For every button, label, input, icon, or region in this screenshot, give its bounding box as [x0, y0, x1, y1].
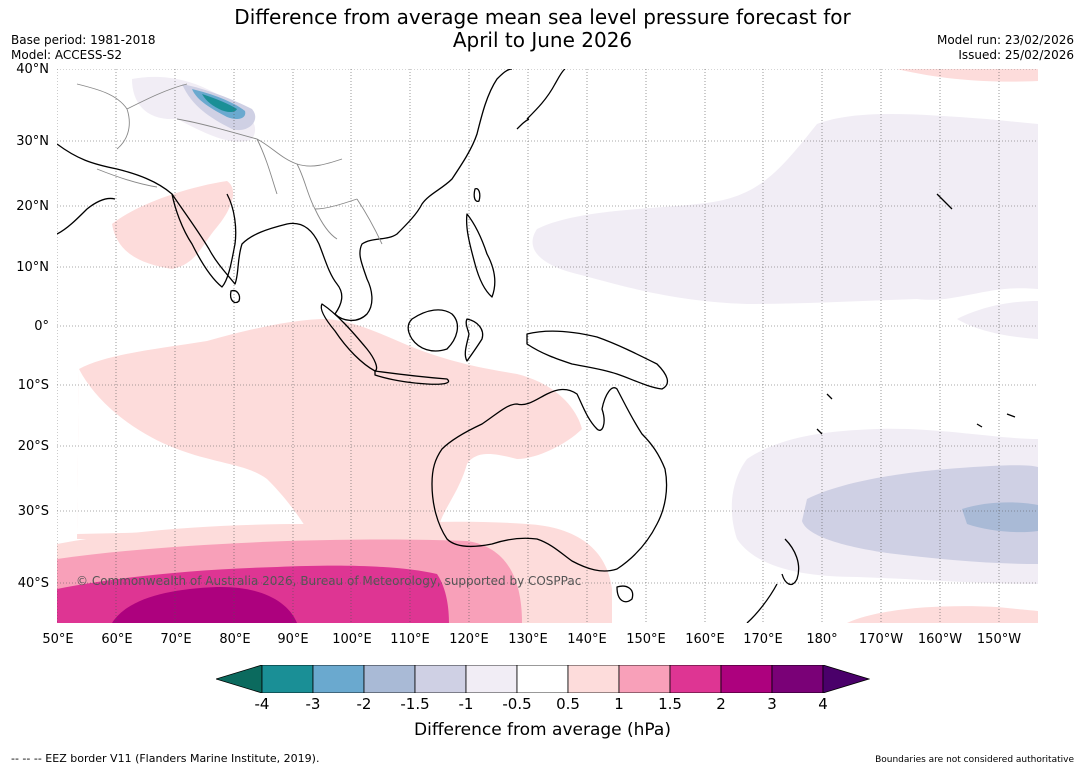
japan-outline: [516, 69, 566, 130]
lat-tick: 20°N: [16, 199, 49, 214]
pacific-islands: [816, 193, 1016, 435]
colorbar-label: -2: [356, 695, 372, 713]
anomaly-region: [77, 369, 307, 534]
colorbar-label: -1: [458, 695, 474, 713]
eez-footnote: -- -- -- EEZ border V11 (Flanders Marine…: [11, 752, 320, 765]
lon-tick: 150°E: [626, 632, 666, 647]
colorbar-swatch: [567, 665, 620, 693]
lon-tick: 170°W: [858, 632, 904, 647]
colorbar-swatch: [414, 665, 467, 693]
new-guinea-outline: [526, 330, 669, 390]
anomaly-shading: [57, 69, 1038, 623]
anomaly-region: [897, 69, 1038, 82]
sri-lanka-outline: [229, 289, 241, 304]
colorbar-swatch: [618, 665, 671, 693]
colorbar-label: 3: [767, 695, 777, 713]
lat-tick: 10°S: [17, 378, 49, 393]
arabia-coastline: [57, 197, 116, 235]
lat-tick: 40°N: [16, 62, 49, 77]
lon-tick: 50°E: [42, 632, 74, 647]
colorbar-swatch: [669, 665, 722, 693]
australia-outline: [431, 387, 668, 572]
title-line-2: April to June 2026: [452, 28, 633, 52]
taiwan-outline: [473, 188, 481, 203]
tasmania-outline: [616, 585, 634, 603]
lat-tick: 10°N: [16, 260, 49, 275]
colorbar: [216, 665, 870, 693]
lon-tick: 160°W: [917, 632, 963, 647]
lon-tick: 150°W: [976, 632, 1022, 647]
colorbar-swatch: [465, 665, 518, 693]
lon-tick: 180°: [806, 632, 838, 647]
anomaly-region: [112, 181, 234, 269]
model-name: Model: ACCESS-S2: [11, 48, 123, 62]
colorbar-label: 0.5: [556, 695, 580, 713]
boundary-disclaimer: Boundaries are not considered authoritat…: [875, 755, 1074, 765]
anomaly-region: [132, 76, 256, 142]
colorbar-label: -4: [254, 695, 270, 713]
anomaly-region: [802, 465, 1038, 564]
colorbar-swatch: [363, 665, 416, 693]
colorbar-swatch: [261, 665, 314, 693]
anomaly-region: [847, 606, 1038, 623]
country-borders: [76, 83, 383, 245]
lon-tick: 140°E: [567, 632, 607, 647]
colorbar-label: -0.5: [502, 695, 532, 713]
colorbar-label: 1.5: [658, 695, 682, 713]
colorbar-under-arrow: [216, 665, 263, 693]
colorbar-label: 1: [614, 695, 624, 713]
colorbar-label: -3: [305, 695, 321, 713]
coastlines: [57, 69, 1016, 623]
lon-tick: 130°E: [508, 632, 548, 647]
colorbar-title: Difference from average (hPa): [414, 720, 671, 740]
philippines-outline: [465, 213, 496, 298]
lat-tick: 30°N: [16, 134, 49, 149]
new-zealand-outline: [746, 538, 800, 623]
issued-date: Issued: 25/02/2026: [958, 48, 1074, 62]
anomaly-region: [957, 301, 1038, 339]
colorbar-label: 2: [716, 695, 726, 713]
colorbar-label: -1.5: [400, 695, 430, 713]
lat-tick: 30°S: [17, 504, 49, 519]
lat-tick: 40°S: [17, 576, 49, 591]
anomaly-region: [962, 502, 1038, 533]
lon-tick: 60°E: [101, 632, 133, 647]
anomaly-region: [532, 114, 1038, 304]
base-period: Base period: 1981-2018: [11, 33, 156, 47]
copyright-watermark: © Commonwealth of Australia 2026, Bureau…: [76, 574, 581, 588]
lat-tick: 20°S: [17, 439, 49, 454]
pressure-anomaly-map: © Commonwealth of Australia 2026, Bureau…: [57, 69, 1038, 623]
borneo-outline: [407, 309, 459, 352]
anomaly-region: [202, 94, 237, 112]
colorbar-swatch: [720, 665, 773, 693]
lon-tick: 110°E: [390, 632, 430, 647]
sulawesi-outline: [464, 318, 484, 362]
anomaly-region: [112, 586, 297, 623]
lon-tick: 90°E: [277, 632, 309, 647]
colorbar-label: 4: [818, 695, 828, 713]
lon-tick: 120°E: [449, 632, 489, 647]
india-coastline: [171, 193, 237, 288]
lon-tick: 80°E: [219, 632, 251, 647]
lon-tick: 160°E: [685, 632, 725, 647]
lat-tick: 0°: [34, 319, 49, 334]
java-outline: [374, 370, 450, 385]
colorbar-swatch: [516, 665, 569, 693]
colorbar-swatch: [771, 665, 824, 693]
lon-tick: 70°E: [160, 632, 192, 647]
lon-tick: 100°E: [332, 632, 372, 647]
colorbar-over-arrow: [822, 665, 870, 693]
title-line-1: Difference from average mean sea level p…: [234, 5, 851, 29]
lon-tick: 170°E: [743, 632, 783, 647]
map-gridlines: [57, 69, 1038, 623]
model-run: Model run: 23/02/2026: [936, 33, 1074, 47]
colorbar-swatch: [312, 665, 365, 693]
